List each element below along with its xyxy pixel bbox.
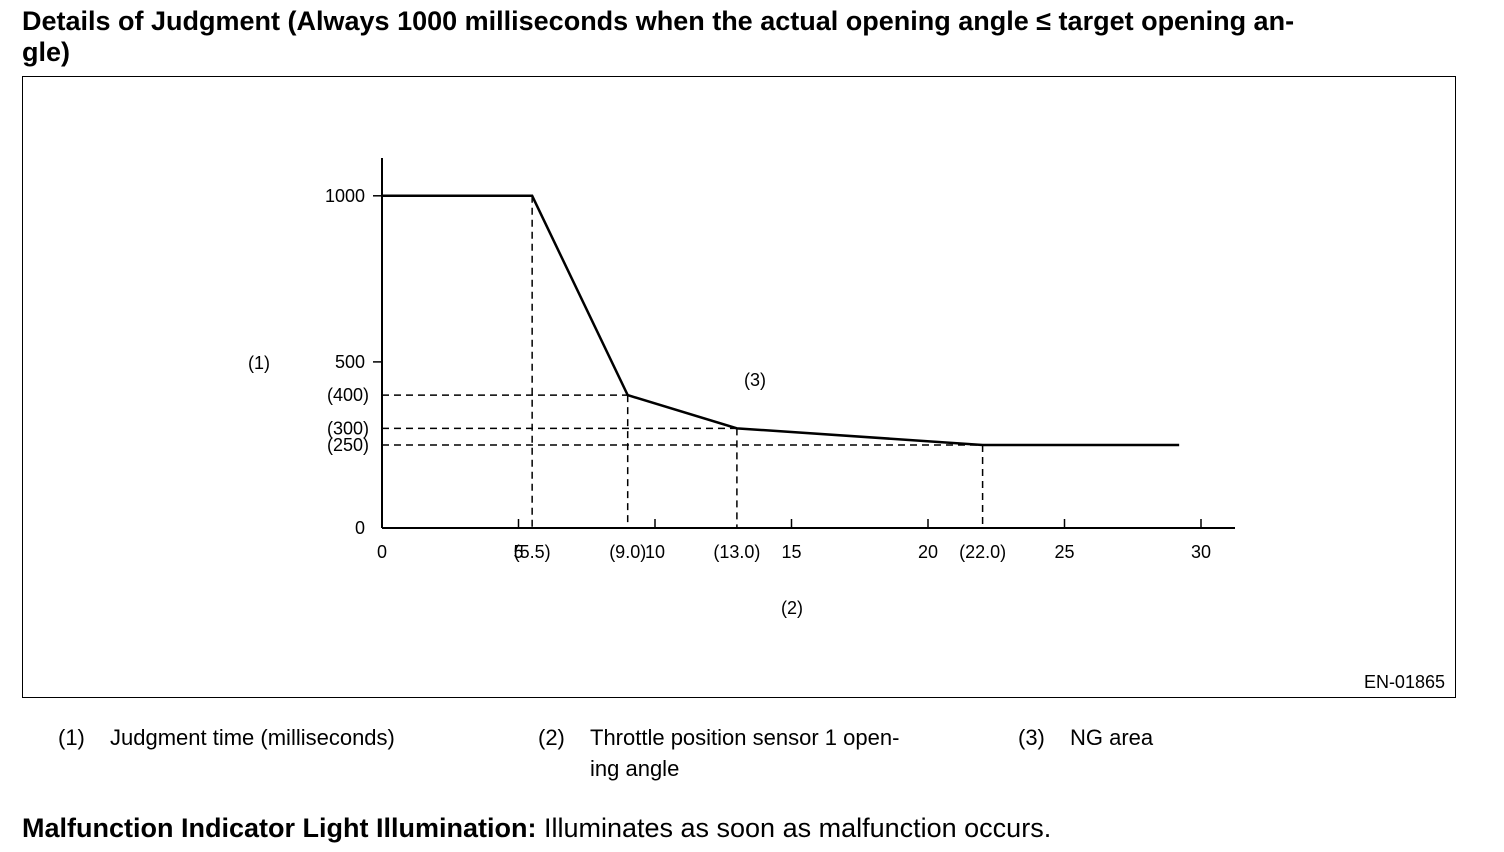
- legend-text: NG area: [1070, 725, 1154, 750]
- mil-text: Illuminates as soon as malfunction occur…: [536, 813, 1052, 843]
- y-axis-label: (1): [248, 353, 270, 373]
- judgment-time-line: [382, 194, 1180, 447]
- legend-number: (2): [538, 725, 565, 750]
- legend-number: (1): [58, 725, 85, 750]
- page-title: Details of Judgment (Always 1000 millise…: [22, 6, 1472, 68]
- x-tick-label: 30: [1191, 542, 1211, 562]
- y-tick-label: 1000: [325, 186, 365, 206]
- judgment-time-chart: 0 5 10 15 20 25 30 (5.5) (9.0) (13.0) (22.0) 0 500 10…: [248, 158, 1235, 618]
- legend-text-line-2: ing angle: [590, 756, 680, 781]
- x-marker-label: (9.0): [609, 542, 646, 562]
- x-axis-label: (2): [781, 598, 803, 618]
- x-tick-label: 5: [513, 542, 523, 562]
- y-marker-label: (250): [327, 435, 369, 455]
- figure-frame: 0 5 10 15 20 25 30 (5.5) (9.0) (13.0) (22.0) 0 500 10…: [22, 76, 1456, 698]
- x-tick-label: 20: [918, 542, 938, 562]
- legend-number: (3): [1018, 725, 1045, 750]
- legend-text-line-1: Throttle position sensor 1 open-: [590, 725, 900, 750]
- x-marker-label: (5.5): [514, 542, 551, 562]
- title-line-2: gle): [22, 37, 71, 67]
- mil-label: Malfunction Indicator Light Illumination…: [22, 813, 537, 843]
- y-tick-label: 500: [335, 352, 365, 372]
- legend-text: Throttle position sensor 1 open- ing ang…: [590, 722, 950, 784]
- legend-text: Judgment time (milliseconds): [110, 725, 395, 750]
- x-marker-label: (13.0): [713, 542, 760, 562]
- x-tick-label: 15: [781, 542, 801, 562]
- y-marker-label: (300): [327, 418, 369, 438]
- x-marker-label: (22.0): [959, 542, 1006, 562]
- y-tick-label: 0: [355, 518, 365, 538]
- x-tick-label: 25: [1054, 542, 1074, 562]
- x-tick-label: 10: [645, 542, 665, 562]
- x-tick-label: 0: [377, 542, 387, 562]
- y-marker-label: (400): [327, 385, 369, 405]
- ng-area-label: (3): [744, 370, 766, 390]
- figure-code: EN-01865: [1363, 672, 1445, 692]
- title-line-1: Details of Judgment (Always 1000 millise…: [22, 6, 1295, 36]
- mil-illumination-note: Malfunction Indicator Light Illumination…: [22, 812, 1051, 844]
